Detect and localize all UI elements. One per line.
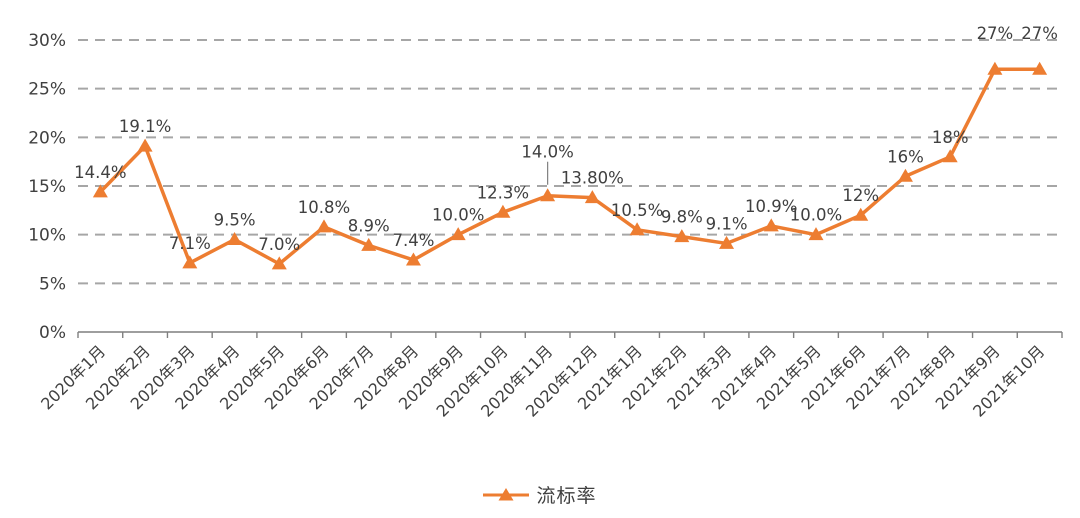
svg-text:10.9%: 10.9% <box>745 197 797 216</box>
svg-text:20%: 20% <box>28 128 66 148</box>
svg-text:30%: 30% <box>28 31 66 51</box>
svg-text:5%: 5% <box>39 274 66 294</box>
svg-text:15%: 15% <box>28 177 66 197</box>
chart-plot-area: 0% 5% 10% 15% 20% 25% 30% 2020年1月2020年2月2020年3月… <box>28 24 1063 421</box>
x-axis-labels: 2020年1月2020年2月2020年3月2020年4月2020年5月2020年… <box>37 341 1048 420</box>
svg-text:12%: 12% <box>842 186 879 205</box>
svg-text:8.9%: 8.9% <box>348 216 390 235</box>
svg-text:0%: 0% <box>39 323 66 343</box>
svg-text:13.80%: 13.80% <box>561 169 624 188</box>
svg-text:27%: 27% <box>977 24 1014 43</box>
series-triangle-marker-icon <box>483 487 530 503</box>
svg-text:10.5%: 10.5% <box>611 201 663 220</box>
svg-text:7.4%: 7.4% <box>392 231 434 250</box>
svg-text:19.1%: 19.1% <box>119 117 171 136</box>
series-markers <box>92 61 1048 270</box>
gridlines-and-y-axis: 0% 5% 10% 15% 20% 25% 30% <box>28 31 1063 343</box>
legend: 流标率 <box>0 481 1080 508</box>
svg-text:9.1%: 9.1% <box>706 214 748 233</box>
svg-text:10.0%: 10.0% <box>790 206 842 225</box>
data-labels: 14.4% 19.1% 7.1%9.5%7.0% 10.8%8.9%7.4% 10.0%… <box>74 24 1058 254</box>
svg-text:27%: 27% <box>1021 24 1058 43</box>
svg-text:18%: 18% <box>932 128 969 147</box>
svg-text:14.0%: 14.0% <box>521 143 573 162</box>
svg-text:10.0%: 10.0% <box>432 206 484 225</box>
svg-text:10.8%: 10.8% <box>298 198 350 217</box>
svg-text:7.0%: 7.0% <box>258 235 300 254</box>
series-line <box>99 67 1040 266</box>
svg-text:16%: 16% <box>887 147 924 166</box>
svg-text:14.4%: 14.4% <box>74 163 126 182</box>
svg-text:9.8%: 9.8% <box>661 208 703 227</box>
legend-label: 流标率 <box>536 485 597 507</box>
svg-text:9.5%: 9.5% <box>214 211 256 230</box>
svg-text:10%: 10% <box>28 226 66 246</box>
svg-text:12.3%: 12.3% <box>477 183 529 202</box>
svg-text:25%: 25% <box>28 80 66 100</box>
svg-text:7.1%: 7.1% <box>169 234 211 253</box>
